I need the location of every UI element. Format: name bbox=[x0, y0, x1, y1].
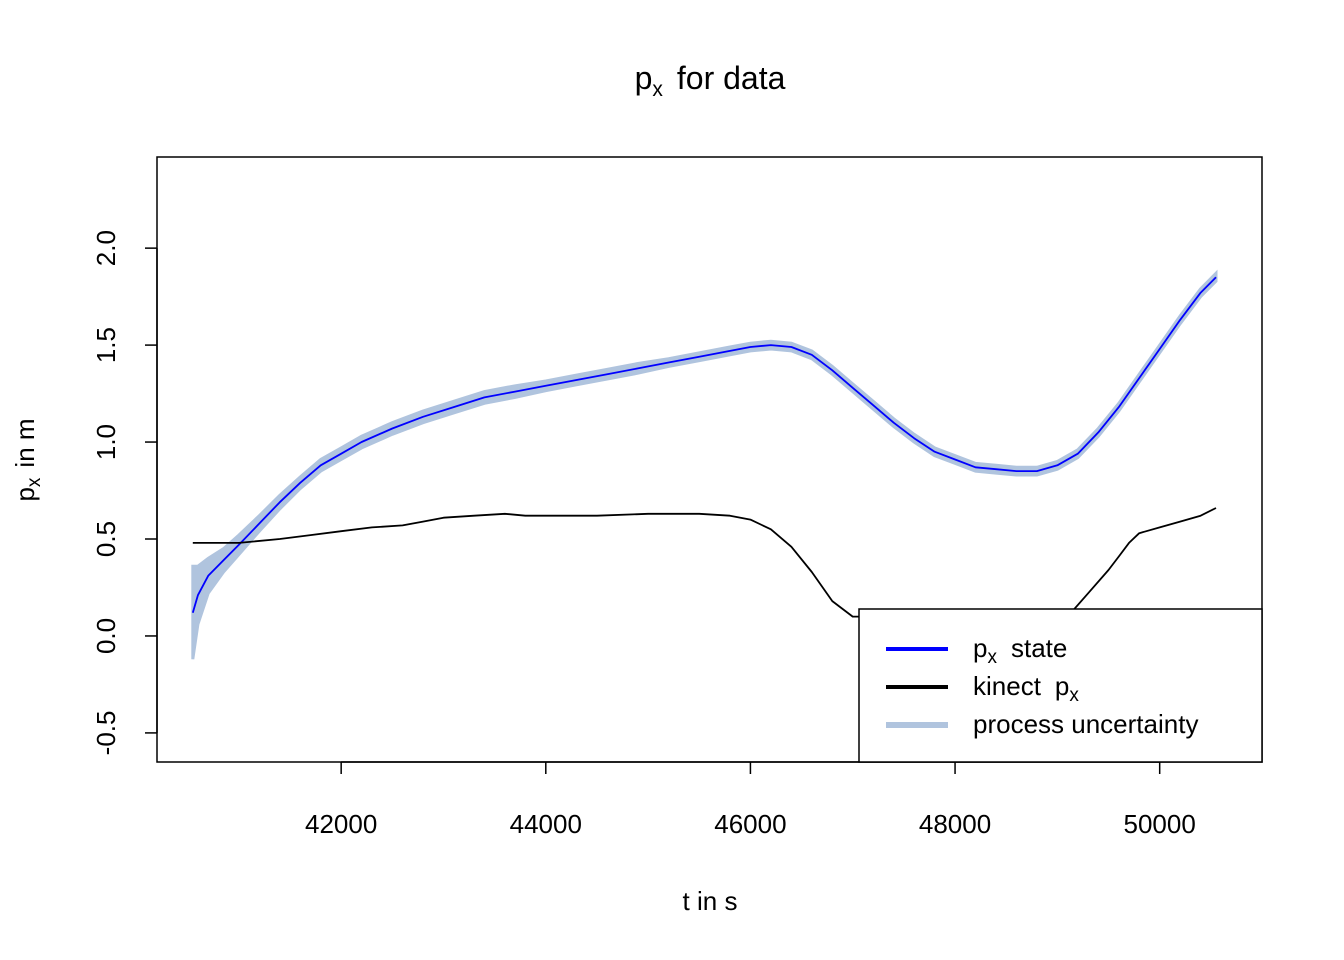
y-tick-label: 1.0 bbox=[91, 424, 121, 460]
legend-label-kinect-sub: x bbox=[1069, 685, 1079, 706]
x-axis: 42000 44000 46000 48000 50000 bbox=[305, 761, 1196, 839]
plot-area bbox=[191, 269, 1218, 660]
y-tick-label: 0.5 bbox=[91, 521, 121, 557]
chart-title-main: p bbox=[635, 60, 653, 96]
chart-title-rest: for data bbox=[677, 60, 786, 96]
y-tick-label: 2.0 bbox=[91, 230, 121, 266]
x-tick-label: 46000 bbox=[714, 809, 786, 839]
y-axis-title: px in m bbox=[10, 418, 45, 501]
data-layer bbox=[191, 269, 1218, 660]
x-tick-label: 44000 bbox=[510, 809, 582, 839]
uncertainty-band bbox=[191, 269, 1218, 660]
chart-title: px for data bbox=[635, 60, 786, 101]
x-tick-label: 48000 bbox=[919, 809, 991, 839]
y-tick-label: -0.5 bbox=[91, 711, 121, 756]
legend-label-state-sub: x bbox=[987, 647, 997, 668]
legend-label-kinect-rest: p bbox=[1055, 671, 1069, 701]
legend-label-state: px state bbox=[973, 633, 1067, 668]
y-axis-title-rest: in m bbox=[10, 418, 40, 467]
legend-label-kinect-main: kinect bbox=[973, 671, 1042, 701]
x-axis-title: t in s bbox=[683, 886, 738, 916]
y-axis-title-sub: x bbox=[24, 477, 45, 487]
y-axis: -0.5 0.0 0.5 1.0 1.5 2.0 bbox=[91, 230, 158, 756]
chart-title-sub: x bbox=[652, 78, 663, 101]
x-tick-label: 50000 bbox=[1124, 809, 1196, 839]
legend: px state kinect px process uncertainty bbox=[858, 608, 1263, 763]
series-line-kinect bbox=[192, 507, 1217, 618]
legend-label-state-main: p bbox=[973, 633, 987, 663]
legend-label-state-rest: state bbox=[1011, 633, 1067, 663]
y-tick-label: 0.0 bbox=[91, 618, 121, 654]
series-line-state bbox=[191, 276, 1217, 613]
legend-label-kinect: kinect px bbox=[973, 671, 1079, 706]
y-tick-label: 1.5 bbox=[91, 327, 121, 363]
legend-label-uncertainty: process uncertainty bbox=[973, 709, 1198, 739]
y-axis-title-main: p bbox=[10, 487, 40, 501]
x-tick-label: 42000 bbox=[305, 809, 377, 839]
